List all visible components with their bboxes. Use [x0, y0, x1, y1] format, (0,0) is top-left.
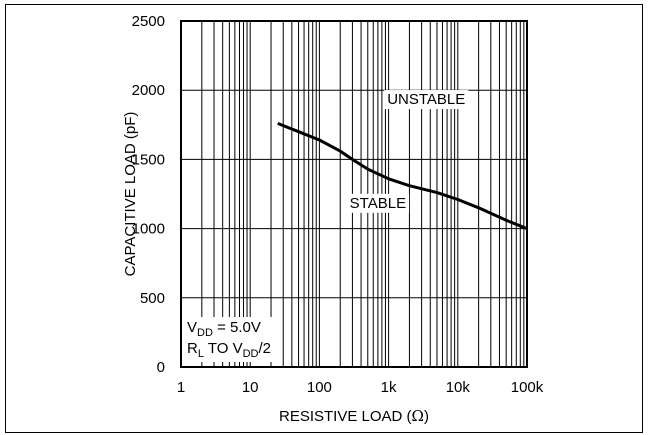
- condition-text: R: [187, 340, 198, 357]
- x-tick-label: 10: [242, 379, 259, 396]
- subscript: DD: [197, 327, 213, 339]
- ohm-symbol: Ω: [412, 407, 424, 425]
- y-tick-label: 2500: [132, 13, 165, 30]
- conditions-background: [184, 317, 275, 362]
- x-axis-label: RESISTIVE LOAD (Ω): [279, 407, 429, 425]
- condition-label: VDD = 5.0V: [187, 319, 261, 339]
- region-annotation: UNSTABLE: [387, 91, 465, 108]
- grid: [181, 21, 527, 367]
- x-tick-label: 1: [177, 379, 185, 396]
- x-tick-label: 100: [307, 379, 332, 396]
- condition-text: TO V: [204, 340, 243, 357]
- subscript: DD: [243, 348, 259, 360]
- annotation-background: [384, 90, 469, 110]
- y-tick-labels: 0 500 1000 1500 2000 2500: [132, 13, 165, 376]
- series-line: [277, 122, 528, 230]
- x-axis-label-close: ): [424, 408, 429, 425]
- x-tick-label: 100k: [511, 379, 544, 396]
- condition-label: RL TO VDD/2: [187, 340, 271, 360]
- y-tick-label: 500: [140, 290, 165, 307]
- y-axis-label: CAPACITIVE LOAD (pF): [122, 112, 139, 277]
- series-layer: [277, 122, 528, 230]
- condition-text: V: [187, 319, 197, 336]
- x-tick-label: 10k: [446, 379, 471, 396]
- y-tick-label: 1000: [132, 221, 165, 238]
- chart-frame: [5, 4, 643, 433]
- plot-area-border: [180, 20, 528, 368]
- region-annotation: STABLE: [350, 195, 406, 212]
- x-tick-labels: 1 10 100 1k 10k 100k: [177, 379, 544, 396]
- y-tick-label: 1500: [132, 151, 165, 168]
- subscript: L: [198, 348, 204, 360]
- x-axis-label-text: RESISTIVE LOAD (: [279, 408, 412, 425]
- annotation-background: [346, 193, 410, 213]
- condition-text: = 5.0V: [213, 319, 261, 336]
- y-tick-label: 2000: [132, 82, 165, 99]
- x-tick-label: 1k: [381, 379, 397, 396]
- y-tick-label: 0: [157, 359, 165, 376]
- condition-text: /2: [259, 340, 272, 357]
